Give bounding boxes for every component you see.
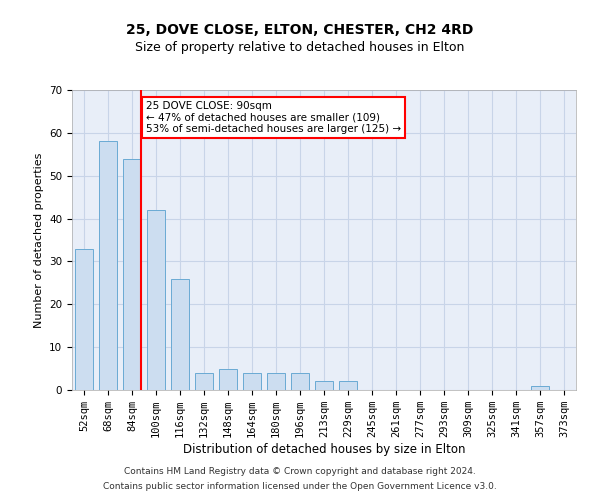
Bar bbox=[315, 382, 333, 390]
Bar bbox=[291, 373, 309, 390]
Bar bbox=[171, 278, 189, 390]
Bar bbox=[339, 382, 357, 390]
Bar bbox=[195, 373, 213, 390]
Bar bbox=[267, 373, 285, 390]
Bar bbox=[123, 158, 141, 390]
Bar bbox=[531, 386, 549, 390]
Y-axis label: Number of detached properties: Number of detached properties bbox=[34, 152, 44, 328]
Bar bbox=[99, 142, 117, 390]
Bar bbox=[75, 248, 93, 390]
Bar bbox=[243, 373, 261, 390]
Text: Contains public sector information licensed under the Open Government Licence v3: Contains public sector information licen… bbox=[103, 482, 497, 491]
X-axis label: Distribution of detached houses by size in Elton: Distribution of detached houses by size … bbox=[183, 443, 465, 456]
Text: 25 DOVE CLOSE: 90sqm
← 47% of detached houses are smaller (109)
53% of semi-deta: 25 DOVE CLOSE: 90sqm ← 47% of detached h… bbox=[146, 100, 401, 134]
Text: 25, DOVE CLOSE, ELTON, CHESTER, CH2 4RD: 25, DOVE CLOSE, ELTON, CHESTER, CH2 4RD bbox=[127, 22, 473, 36]
Bar bbox=[147, 210, 165, 390]
Text: Contains HM Land Registry data © Crown copyright and database right 2024.: Contains HM Land Registry data © Crown c… bbox=[124, 467, 476, 476]
Text: Size of property relative to detached houses in Elton: Size of property relative to detached ho… bbox=[136, 41, 464, 54]
Bar bbox=[219, 368, 237, 390]
